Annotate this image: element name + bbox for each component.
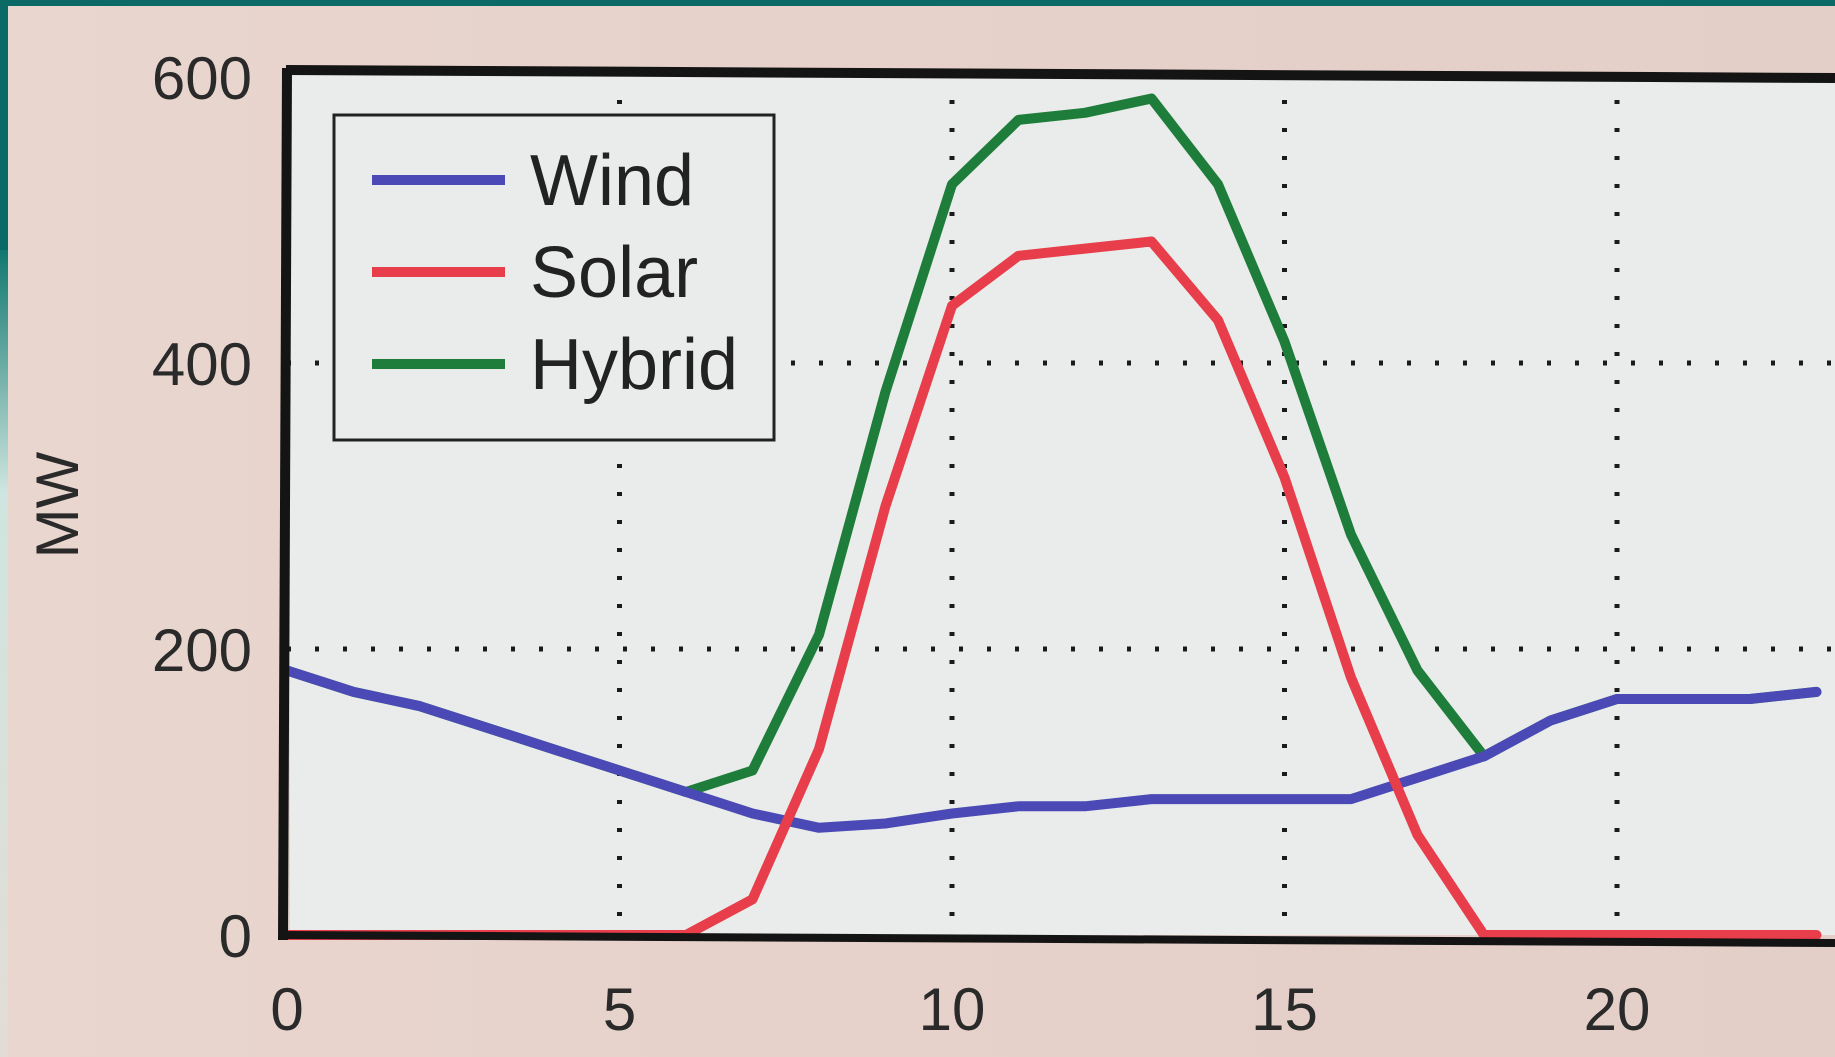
slide-accent: [0, 250, 8, 1057]
x-tick-label: 0: [270, 976, 303, 1043]
y-axis-line: [278, 67, 292, 941]
x-tick-label: 10: [919, 976, 986, 1043]
legend: Wind Solar Hybrid: [332, 113, 776, 442]
series-wind: [282, 665, 1822, 833]
y-axis-label: MW: [24, 451, 91, 558]
x-tick-label: 5: [603, 976, 636, 1043]
legend-label-hybrid: Hybrid: [530, 325, 738, 405]
x-tick-label: 15: [1251, 976, 1318, 1043]
y-tick-label: 400: [152, 331, 252, 398]
plot-frame: [278, 65, 1835, 947]
y-tick-label: 0: [219, 903, 252, 970]
legend-box: [332, 113, 776, 442]
x-tick-label: 20: [1584, 976, 1651, 1043]
y-tick-label: 200: [152, 617, 252, 684]
legend-label-solar: Solar: [530, 233, 698, 313]
y-tick-label: 600: [152, 45, 252, 112]
plot-top-border: [285, 65, 1835, 83]
legend-label-wind: Wind: [530, 141, 694, 221]
x-axis-line: [282, 931, 1835, 947]
